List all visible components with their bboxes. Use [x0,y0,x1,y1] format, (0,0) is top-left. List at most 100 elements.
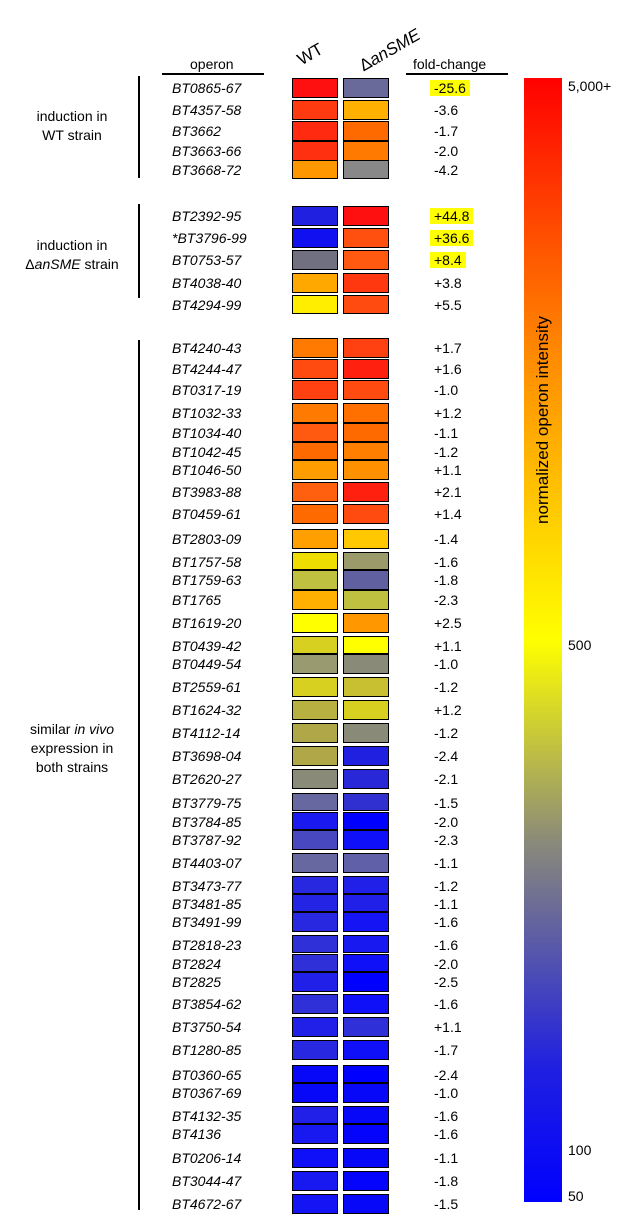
heatmap-cell-mutant [343,403,389,423]
fold-change-value: -4.2 [434,162,459,178]
heatmap-cell-wt [292,121,338,141]
heatmap-cell-wt [292,636,338,654]
heatmap-cell-mutant [343,338,389,358]
fold-change-value: -1.4 [434,531,459,547]
operon-label: BT0360-65 [172,1067,242,1083]
fold-change-value: -1.0 [434,382,459,398]
heatmap-cell-wt [292,812,338,830]
operon-label: BT2559-61 [172,679,242,695]
heatmap-cell-wt [292,1083,338,1103]
colorbar [524,78,562,1202]
heatmap-cell-mutant [343,206,389,226]
operon-label: BT3983-88 [172,484,242,500]
fold-change-value: -1.1 [434,425,459,441]
fold-change-header: fold-change [413,56,487,72]
group-label-mutant-induction: induction in ΔanSME strain [25,237,119,272]
colorbar-tick-50: 50 [568,1188,584,1204]
fold-change-value: -1.6 [434,554,459,570]
operon-label: BT4240-43 [172,340,242,356]
fold-change-value: -2.0 [434,814,459,830]
heatmap-cell-mutant [343,552,389,570]
heatmap-cell-mutant [343,830,389,850]
operon-label: BT2824 [172,956,222,972]
group-label-similar-expression: similar in vivo expression in both strai… [29,721,115,775]
heatmap-cell-wt [292,206,338,226]
heatmap-cell-mutant [343,121,389,141]
heatmap-cell-wt [292,853,338,873]
group-line-similar [138,340,140,1210]
fold-change-value: -2.4 [434,748,459,764]
heatmap-cell-wt [292,1194,338,1214]
heatmap-cell-mutant [343,504,389,524]
heatmap-cell-wt [292,78,338,98]
fold-change-value: +1.7 [434,340,462,356]
group-line-mutant [138,204,140,298]
heatmap-cell-wt [292,228,338,248]
fold-change-value: -2.5 [434,974,459,990]
operon-label: BT3668-72 [172,162,242,178]
operon-label: BT2818-23 [172,937,242,953]
heatmap-cell-mutant [343,723,389,743]
fold-change-value: -1.2 [434,725,459,741]
fold-change-value: -3.6 [434,102,459,118]
heatmap-cell-mutant [343,1040,389,1060]
heatmap-cell-wt [292,613,338,633]
fold-change-value: -2.1 [434,771,459,787]
heatmap-cell-wt [292,141,338,161]
fold-change-value: -1.6 [434,996,459,1012]
operon-label: BT2620-27 [172,771,242,787]
fold-change-value: -1.2 [434,878,459,894]
fold-change-value: -2.0 [434,956,459,972]
heatmap-cell-wt [292,570,338,590]
heatmap-cell-wt [292,100,338,120]
group-line-wt [138,76,140,178]
fold-change-value: +5.5 [434,297,462,313]
heatmap-cell-mutant [343,636,389,654]
heatmap-cell-mutant [343,1106,389,1124]
fold-change-value: -1.7 [434,1042,459,1058]
heatmap-cell-mutant [343,894,389,912]
heatmap-cell-mutant [343,654,389,674]
heatmap-cell-wt [292,876,338,894]
operon-label: BT3784-85 [172,814,242,830]
heatmap-cell-mutant [343,100,389,120]
heatmap-cell-mutant [343,529,389,549]
operon-label: BT2803-09 [172,531,242,547]
operon-label: BT1619-20 [172,615,242,631]
heatmap-cell-mutant [343,78,389,98]
fold-change-value: -2.4 [434,1067,459,1083]
fold-change-value: +1.2 [434,405,462,421]
heatmap-cell-wt [292,1065,338,1083]
heatmap-cell-mutant [343,273,389,293]
fold-change-value: -1.8 [434,1173,459,1189]
operon-label: BT2825 [172,974,222,990]
heatmap-cell-mutant [343,141,389,161]
fold-change-value: -1.0 [434,1085,459,1101]
operon-label: BT3779-75 [172,795,242,811]
heatmap-cell-mutant [343,613,389,633]
heatmap-cell-mutant [343,359,389,379]
fold-change-value: +2.5 [434,615,462,631]
heatmap-cell-wt [292,677,338,697]
fold-change-value: +1.4 [434,506,462,522]
fold-change-value: +1.2 [434,702,462,718]
fold-change-value: +36.6 [430,230,474,246]
heatmap-cell-mutant [343,1065,389,1083]
operon-label: BT4672-67 [172,1196,242,1212]
operon-label: BT4357-58 [172,102,242,118]
fold-change-value: +8.4 [430,252,466,268]
fold-change-value: -1.1 [434,896,459,912]
heatmap-cell-wt [292,423,338,442]
fold-change-header-rule [406,73,508,75]
fold-change-value: +44.8 [430,208,474,224]
heatmap-cell-wt [292,972,338,992]
fold-change-value: -1.1 [434,855,459,871]
fold-change-value: -1.5 [434,1196,459,1212]
operon-label: BT3473-77 [172,878,242,894]
heatmap-cell-mutant [343,954,389,972]
colorbar-title: normalized operon intensity [533,316,552,524]
heatmap-cell-mutant [343,423,389,442]
heatmap-cell-wt [292,529,338,549]
operon-label: BT4294-99 [172,297,242,313]
heatmap-cell-wt [292,295,338,314]
